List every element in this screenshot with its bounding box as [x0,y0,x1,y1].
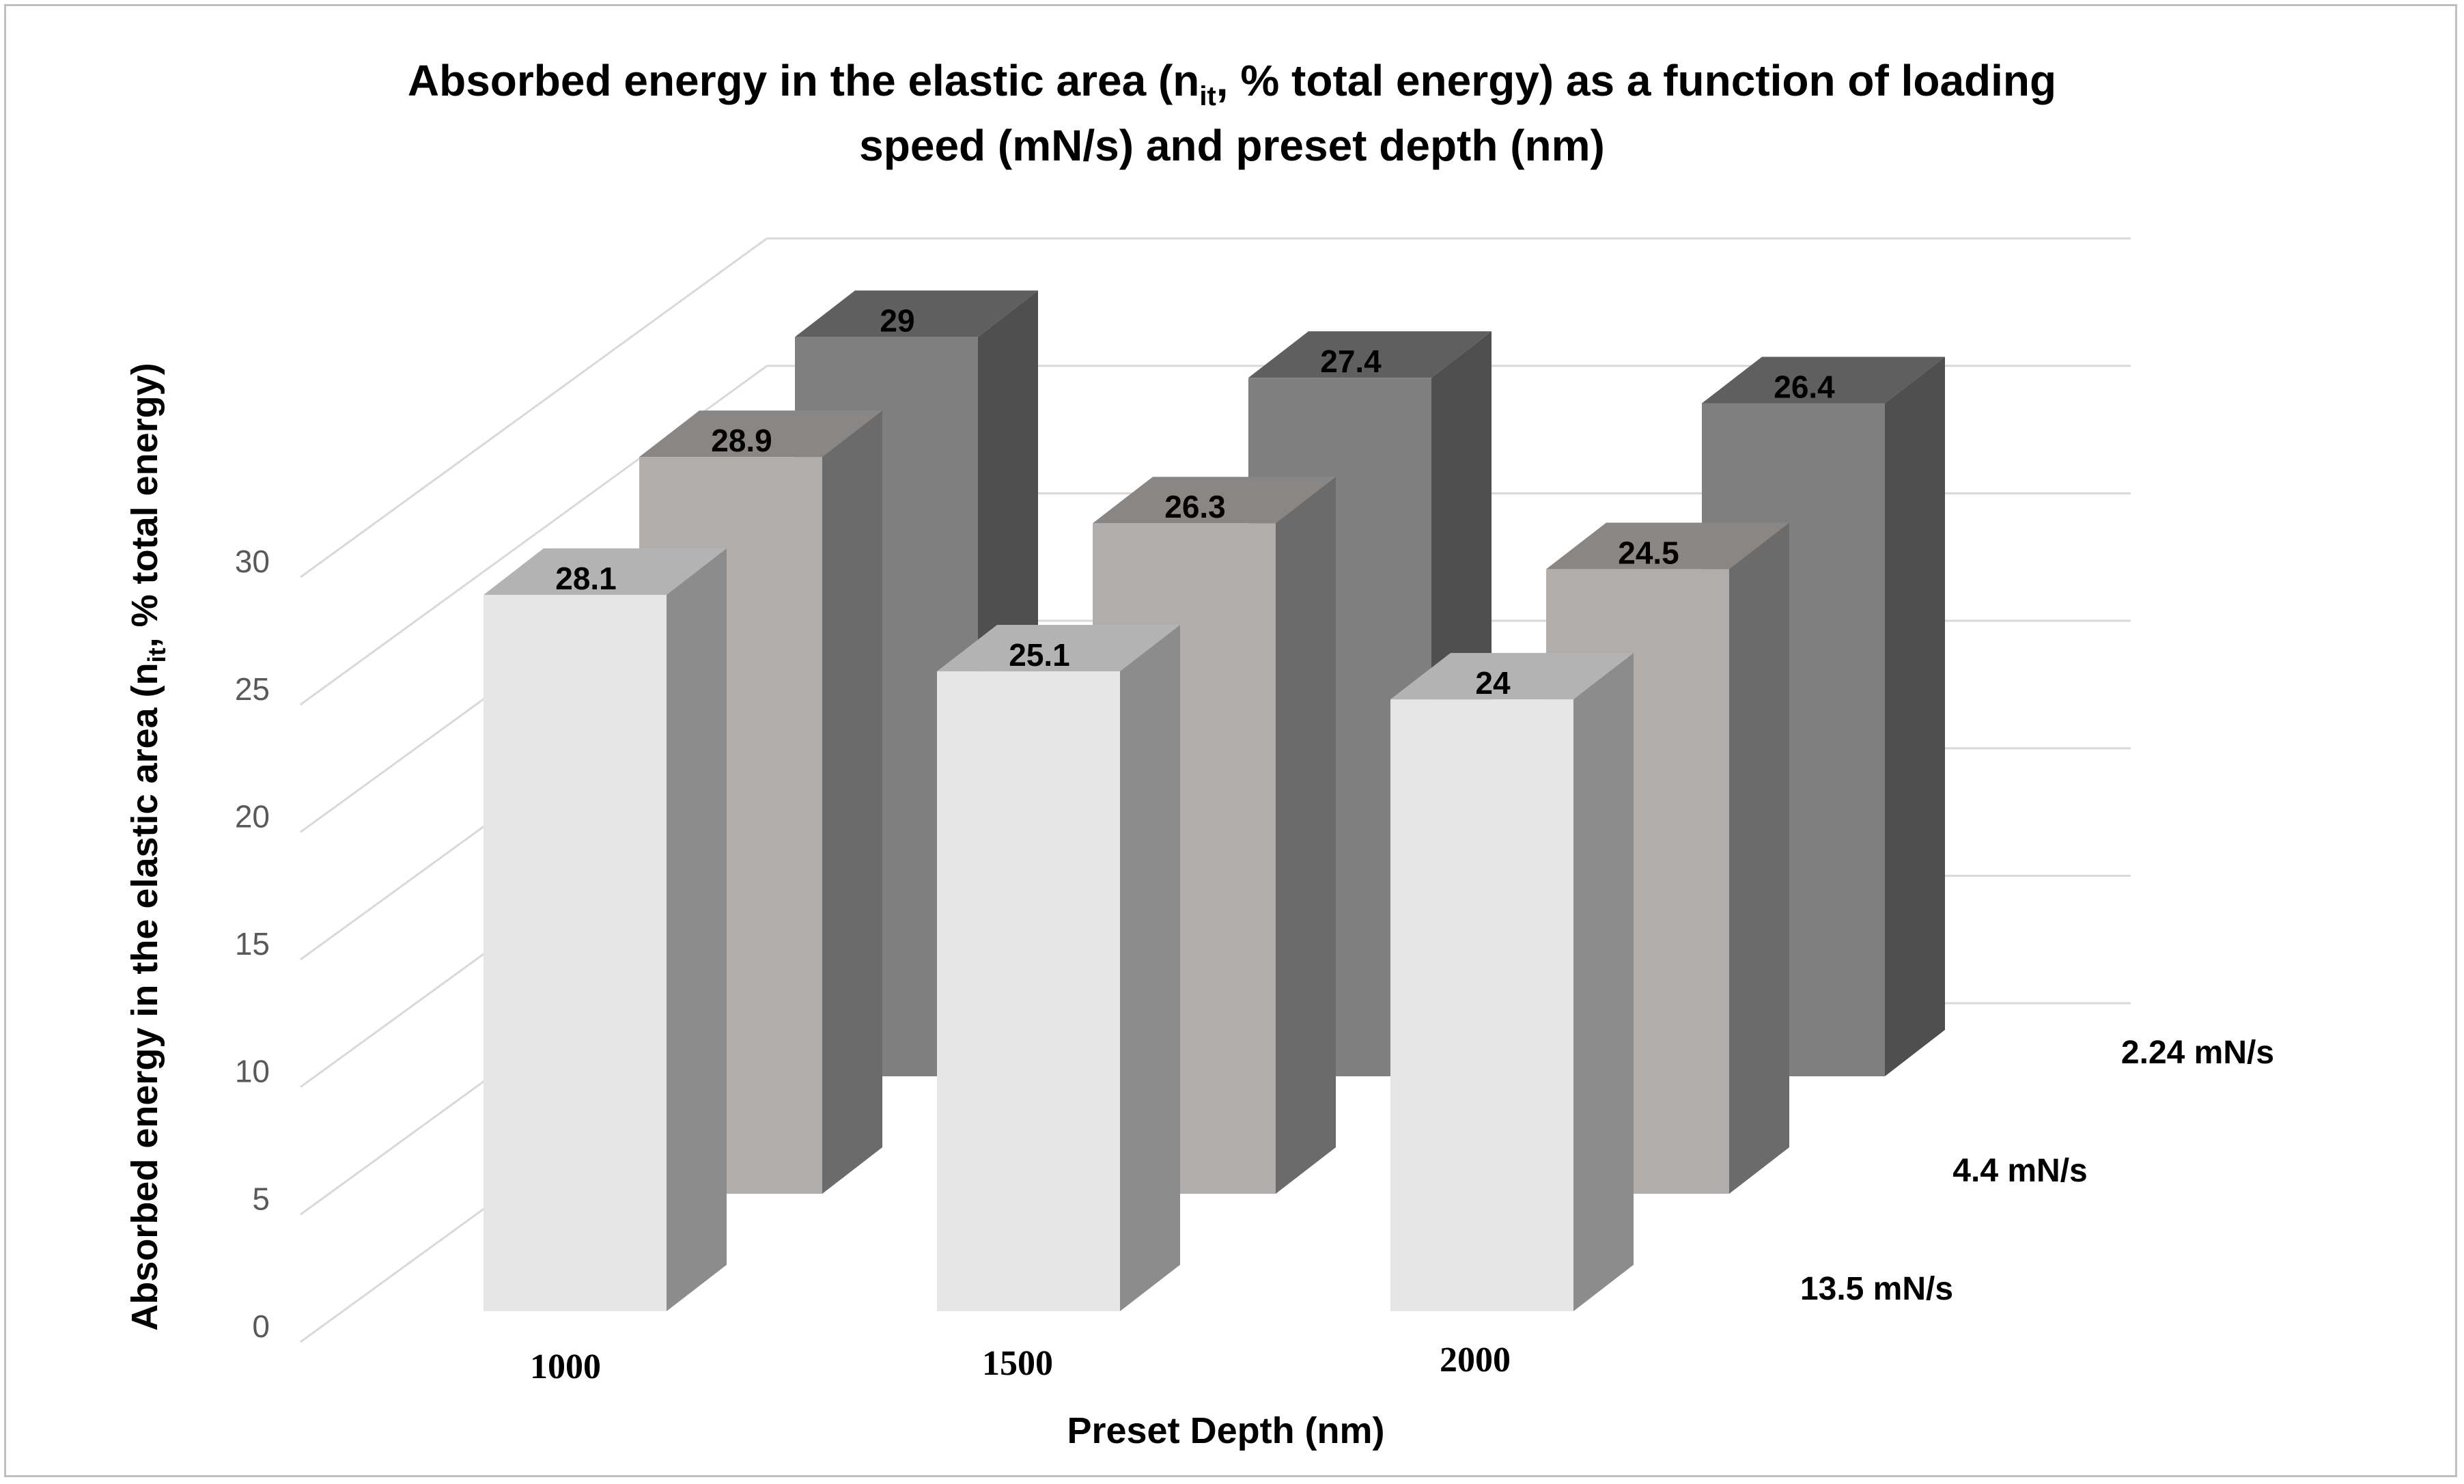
y-tick-label: 15 [235,926,270,962]
y-axis-ticks: 0 5 10 15 20 25 30 [235,544,270,1344]
bar-top-face [1702,356,1945,404]
chart-title-line1: Absorbed energy in the elastic area (nit… [408,56,2056,111]
data-label: 27.4 [1320,344,1382,379]
x-tick-label: 1000 [530,1347,601,1386]
y-tick-label: 0 [252,1308,270,1344]
bar-front-face [937,671,1120,1311]
gridline-side [300,237,768,578]
bar-side-face [667,548,727,1311]
bar-13-5-mn-s-2000 [1390,653,1634,1311]
series-label: 2.24 mN/s [2121,1035,2274,1071]
bar-front-face [1390,699,1573,1311]
series-axis-labels: 13.5 mN/s 4.4 mN/s 2.24 mN/s [1800,1035,2274,1307]
bar-top-face [1546,522,1789,570]
data-label: 24 [1475,665,1511,701]
x-tick-label: 2000 [1440,1341,1511,1380]
bar-side-face [1120,625,1180,1311]
bar-side-face [1729,522,1789,1194]
data-label: 28.1 [555,561,617,596]
chart-title-line2: speed (mN/s) and preset depth (nm) [859,121,1605,170]
bar-top-face [1093,477,1336,524]
bar-top-face [937,625,1180,672]
y-tick-label: 30 [235,544,270,579]
data-label: 28.9 [711,423,772,458]
bar-top-face [639,410,882,458]
bar-top-face [795,290,1038,337]
data-label: 29 [880,303,914,338]
data-label: 24.5 [1618,535,1679,570]
data-label: 25.1 [1009,637,1070,673]
y-tick-label: 10 [235,1054,270,1089]
y-axis-title: Absorbed energy in the elastic area (nit… [124,363,171,1330]
data-labels: 29 27.4 26.4 28.9 26.3 24.5 28.1 25.1 24 [555,303,1835,701]
y-tick-label: 25 [235,671,270,707]
bars [484,290,1945,1311]
series-label: 13.5 mN/s [1800,1271,1953,1307]
bar-top-face [484,548,727,596]
bar-side-face [1885,356,1945,1076]
bar-13-5-mn-s-1500 [937,625,1180,1311]
y-tick-label: 5 [252,1181,270,1216]
series-label: 4.4 mN/s [1952,1153,2087,1189]
data-label: 26.3 [1164,489,1226,524]
x-axis-title: Preset Depth (nm) [1067,1410,1384,1451]
bar-side-face [1573,653,1634,1311]
bar-top-face [1390,653,1634,700]
bar-side-face [1276,477,1336,1194]
y-tick-label: 20 [235,798,270,834]
bar-top-face [1248,331,1492,378]
bar-front-face [484,595,667,1311]
bar-13-5-mn-s-1000 [484,548,727,1311]
bar-side-face [822,410,882,1194]
x-tick-label: 1500 [982,1344,1053,1383]
data-label: 26.4 [1774,369,1835,404]
x-axis-ticks: 1000 1500 2000 [530,1341,1511,1386]
